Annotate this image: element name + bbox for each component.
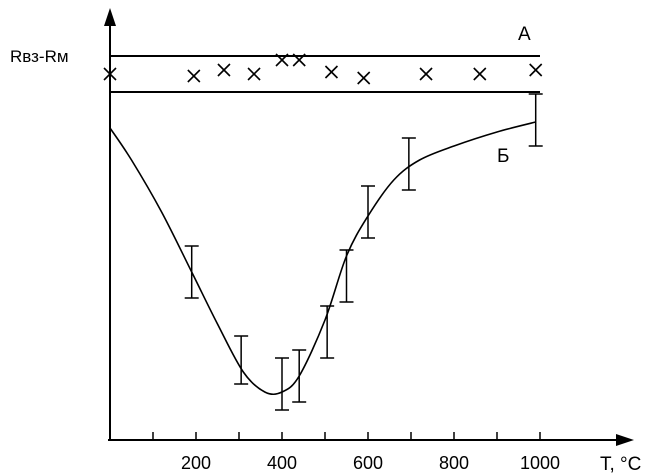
series-b-errorbar-1 [234, 335, 249, 385]
x-tick-label-1000: 1000 [520, 453, 560, 473]
band-a-point-8 [419, 67, 433, 81]
band-a-point-4 [275, 53, 289, 67]
series-b-errorbar-3 [292, 349, 307, 403]
band-a-label: А [518, 24, 531, 45]
series-b-errorbar-0 [184, 245, 199, 299]
series-b-errorbar-7 [401, 137, 416, 191]
x-tick-label-800: 800 [439, 453, 469, 473]
series-b-label: Б [497, 146, 509, 167]
band-a-point-3 [247, 67, 261, 81]
band-a-point-9 [473, 67, 487, 81]
series-b-errorbar-8 [528, 93, 543, 147]
band-a-point-0 [103, 67, 117, 81]
x-axis-label: T, °C [600, 454, 641, 475]
band-a-point-2 [217, 63, 231, 77]
band-a-point-7 [357, 71, 371, 85]
band-a-point-5 [292, 53, 306, 67]
series-b-errorbar-2 [275, 357, 289, 411]
x-tick-labels: 200 400 600 800 1000 [181, 453, 560, 473]
x-ticks [152, 432, 541, 440]
x-axis-arrow-icon [616, 434, 634, 446]
x-tick-label-200: 200 [181, 453, 211, 473]
series-b-errorbar-5 [339, 249, 354, 303]
band-a [103, 53, 543, 93]
band-a-point-10 [529, 63, 543, 77]
band-a-point-1 [187, 69, 201, 83]
series-b-errorbar-4 [320, 305, 335, 359]
series-b-errorbar-6 [361, 185, 375, 239]
y-axis-arrow-icon [104, 8, 116, 26]
series-b-curve [109, 121, 536, 396]
x-tick-label-600: 600 [353, 453, 383, 473]
series-b [109, 93, 543, 411]
band-a-point-6 [324, 65, 339, 79]
y-axis-label: Rвз-Rм [10, 47, 69, 66]
x-tick-label-400: 400 [267, 453, 297, 473]
